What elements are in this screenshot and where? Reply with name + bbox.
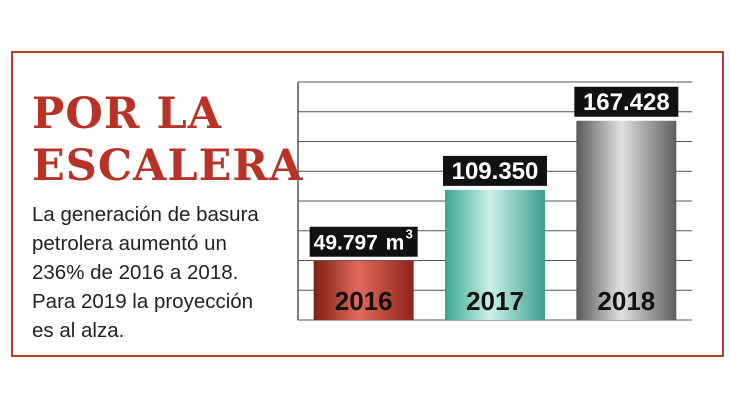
data-label-2017: 109.350	[452, 158, 539, 185]
description-line-2: petrolera aumentó un	[32, 232, 227, 255]
bar-2018	[576, 120, 677, 320]
tick-label-2018: 2018	[597, 286, 655, 316]
data-label-2018: 167.428	[583, 89, 670, 116]
description-line-5: es al alza.	[32, 319, 125, 342]
title-line-2: ESCALERA	[32, 141, 304, 191]
tick-label-2017: 2017	[466, 286, 524, 316]
bar-2016	[313, 260, 414, 320]
data-label-box-2018	[574, 86, 679, 117]
data-label-box-2016	[309, 226, 418, 257]
unit-label: m	[386, 232, 405, 255]
data-label-box-2017	[443, 155, 547, 186]
data-label-2016: 49.797	[314, 232, 378, 255]
description-line-4: Para 2019 la proyección	[32, 290, 254, 313]
description-line-3: 236% de 2016 a 2018.	[32, 261, 239, 284]
description-line-1: La generación de basura	[32, 203, 259, 226]
title-line-1: POR LA	[32, 89, 223, 139]
tick-label-2016: 2016	[335, 286, 393, 316]
infographic-description: La generación de basura petrolera aument…	[32, 200, 292, 345]
bar-2017	[445, 189, 545, 320]
bar-chart: 2016 49.797 m 3 2017 109.350 2018 167.428	[297, 81, 692, 321]
unit-exponent: 3	[406, 227, 413, 242]
infographic-title: POR LA ESCALERA	[32, 88, 304, 192]
